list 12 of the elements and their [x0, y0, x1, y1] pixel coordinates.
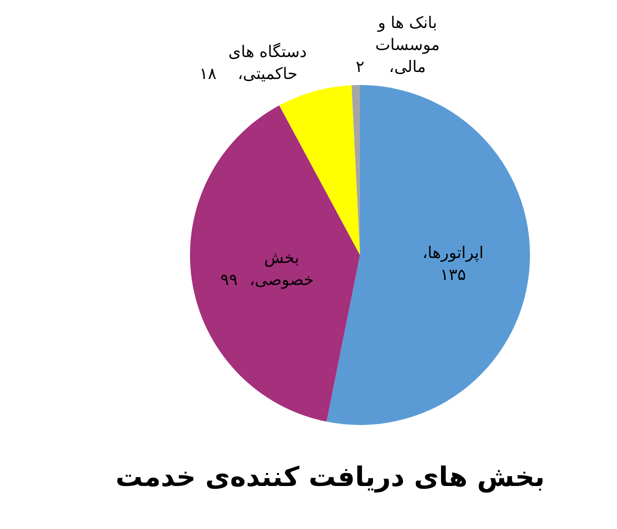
pie-slice	[326, 85, 530, 425]
slice-label: بانک ها و موسسات مالی،	[374, 12, 441, 78]
slice-label: اپراتورها،	[422, 242, 484, 264]
data-label: ۲	[354, 56, 366, 78]
data-label: ۱۸	[198, 62, 218, 85]
text: بخش های دریافت کننده‌ی خدمت	[116, 461, 545, 495]
pie-slice	[279, 85, 360, 255]
slice-label: دستگاه های حاکمیتی،	[227, 40, 308, 85]
pie-slice	[190, 105, 360, 422]
data-label: ۱۳۵	[439, 264, 467, 286]
data-label: ۹۹	[219, 268, 239, 291]
slice-label: بخش خصوصی،	[248, 246, 315, 291]
